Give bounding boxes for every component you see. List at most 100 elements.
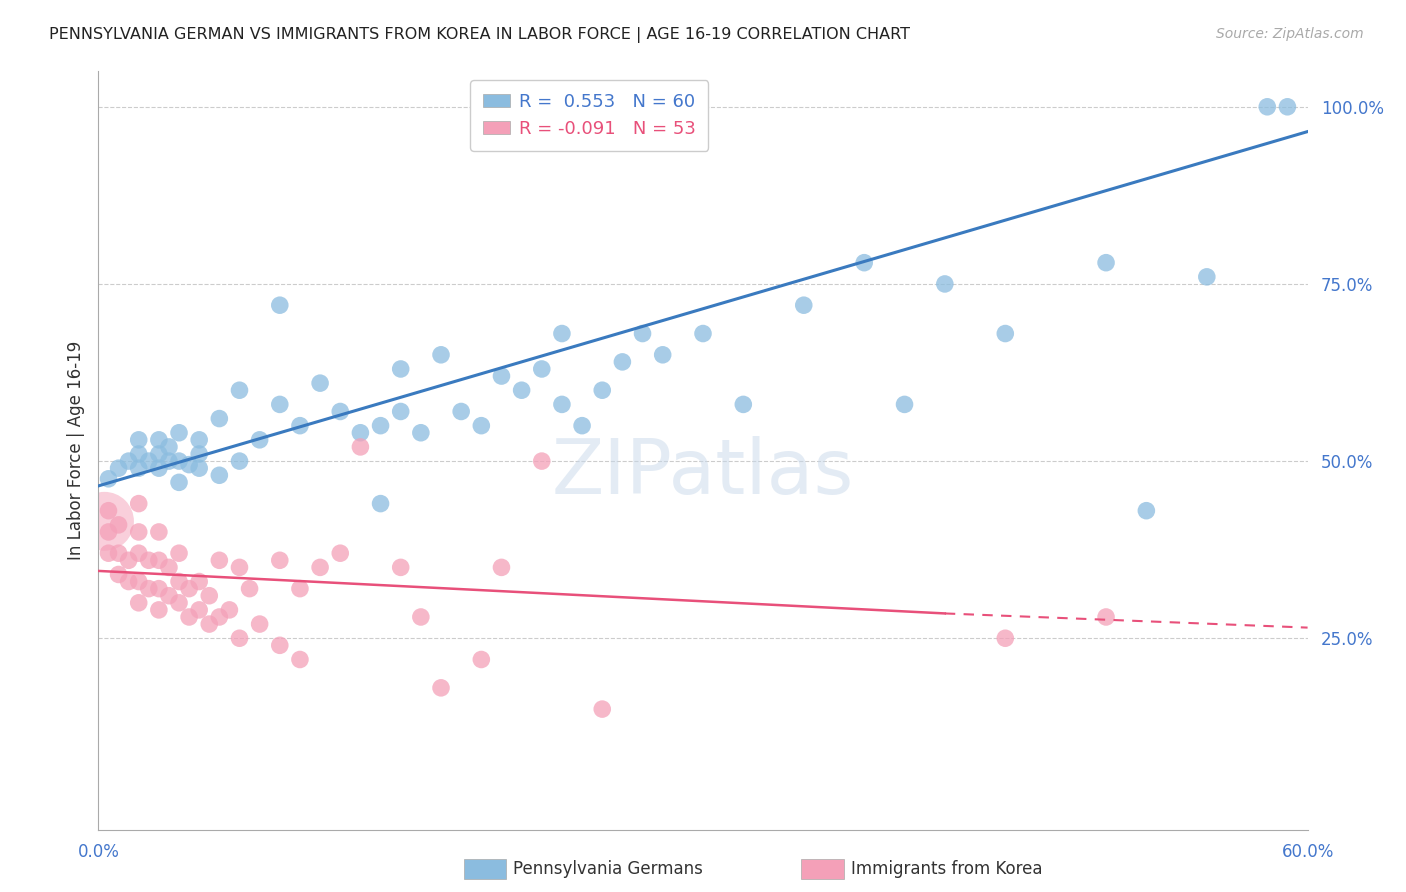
Point xyxy=(188,433,211,447)
Point xyxy=(208,468,231,483)
Point xyxy=(148,553,170,567)
Point xyxy=(370,497,392,511)
Point xyxy=(128,574,150,589)
Point xyxy=(551,397,574,411)
Point xyxy=(167,425,190,440)
Point xyxy=(612,355,634,369)
Point xyxy=(733,397,755,411)
Text: Pennsylvania Germans: Pennsylvania Germans xyxy=(513,860,703,878)
Point xyxy=(208,411,231,425)
Point xyxy=(389,362,412,376)
Point xyxy=(118,574,141,589)
Point xyxy=(148,524,170,539)
Point xyxy=(198,589,221,603)
Point xyxy=(179,610,201,624)
Point xyxy=(208,553,231,567)
Point xyxy=(269,638,291,652)
Point xyxy=(430,681,453,695)
Point xyxy=(349,440,371,454)
Point xyxy=(167,596,190,610)
Point xyxy=(128,433,150,447)
Point xyxy=(148,433,170,447)
Point xyxy=(1135,504,1157,518)
Point xyxy=(651,348,673,362)
Point xyxy=(128,524,150,539)
Point xyxy=(389,560,412,574)
Point xyxy=(97,546,120,560)
Point xyxy=(551,326,574,341)
Point xyxy=(148,603,170,617)
Point xyxy=(128,596,150,610)
Legend: R =  0.553   N = 60, R = -0.091   N = 53: R = 0.553 N = 60, R = -0.091 N = 53 xyxy=(470,80,709,151)
Point xyxy=(934,277,956,291)
Point xyxy=(128,497,150,511)
Point xyxy=(409,610,432,624)
Point xyxy=(288,582,311,596)
Point xyxy=(853,255,876,269)
Point xyxy=(167,546,190,560)
Point xyxy=(793,298,815,312)
Point xyxy=(97,524,120,539)
Point xyxy=(389,404,412,418)
Point xyxy=(288,652,311,666)
Point xyxy=(249,433,271,447)
Point xyxy=(107,567,129,582)
Point xyxy=(179,458,201,472)
Point xyxy=(591,702,613,716)
Point xyxy=(148,582,170,596)
Point xyxy=(97,472,120,486)
Point xyxy=(239,582,262,596)
Point xyxy=(1277,100,1299,114)
Point xyxy=(470,418,492,433)
Point xyxy=(167,454,190,468)
Point xyxy=(450,404,472,418)
Point xyxy=(188,461,211,475)
Point xyxy=(228,454,250,468)
Point xyxy=(128,447,150,461)
Point xyxy=(188,603,211,617)
Point xyxy=(179,582,201,596)
Point xyxy=(269,397,291,411)
Point xyxy=(491,560,513,574)
Point xyxy=(118,454,141,468)
Point xyxy=(530,362,553,376)
Point xyxy=(692,326,714,341)
Point xyxy=(228,632,250,646)
Point xyxy=(1195,269,1218,284)
Point xyxy=(269,298,291,312)
Point xyxy=(107,461,129,475)
Point xyxy=(167,574,190,589)
Point xyxy=(157,454,180,468)
Point xyxy=(1256,100,1278,114)
Text: Immigrants from Korea: Immigrants from Korea xyxy=(851,860,1042,878)
Text: Source: ZipAtlas.com: Source: ZipAtlas.com xyxy=(1216,27,1364,41)
Point xyxy=(157,440,180,454)
Point xyxy=(409,425,432,440)
Point xyxy=(288,418,311,433)
Point xyxy=(208,610,231,624)
Point xyxy=(138,454,160,468)
Point xyxy=(530,454,553,468)
Text: PENNSYLVANIA GERMAN VS IMMIGRANTS FROM KOREA IN LABOR FORCE | AGE 16-19 CORRELAT: PENNSYLVANIA GERMAN VS IMMIGRANTS FROM K… xyxy=(49,27,910,43)
Point xyxy=(329,546,352,560)
Point xyxy=(571,418,593,433)
Point xyxy=(491,369,513,384)
Point xyxy=(329,404,352,418)
Point xyxy=(1095,255,1118,269)
Point xyxy=(138,582,160,596)
Point xyxy=(188,447,211,461)
Point xyxy=(309,376,332,391)
Point xyxy=(349,425,371,440)
Point xyxy=(893,397,915,411)
Point xyxy=(249,617,271,632)
Point xyxy=(994,326,1017,341)
Point xyxy=(107,517,129,532)
Point xyxy=(93,514,115,528)
Point xyxy=(148,461,170,475)
Point xyxy=(118,553,141,567)
Point xyxy=(128,461,150,475)
Point xyxy=(591,383,613,397)
Point xyxy=(510,383,533,397)
Point xyxy=(430,348,453,362)
Point xyxy=(470,652,492,666)
